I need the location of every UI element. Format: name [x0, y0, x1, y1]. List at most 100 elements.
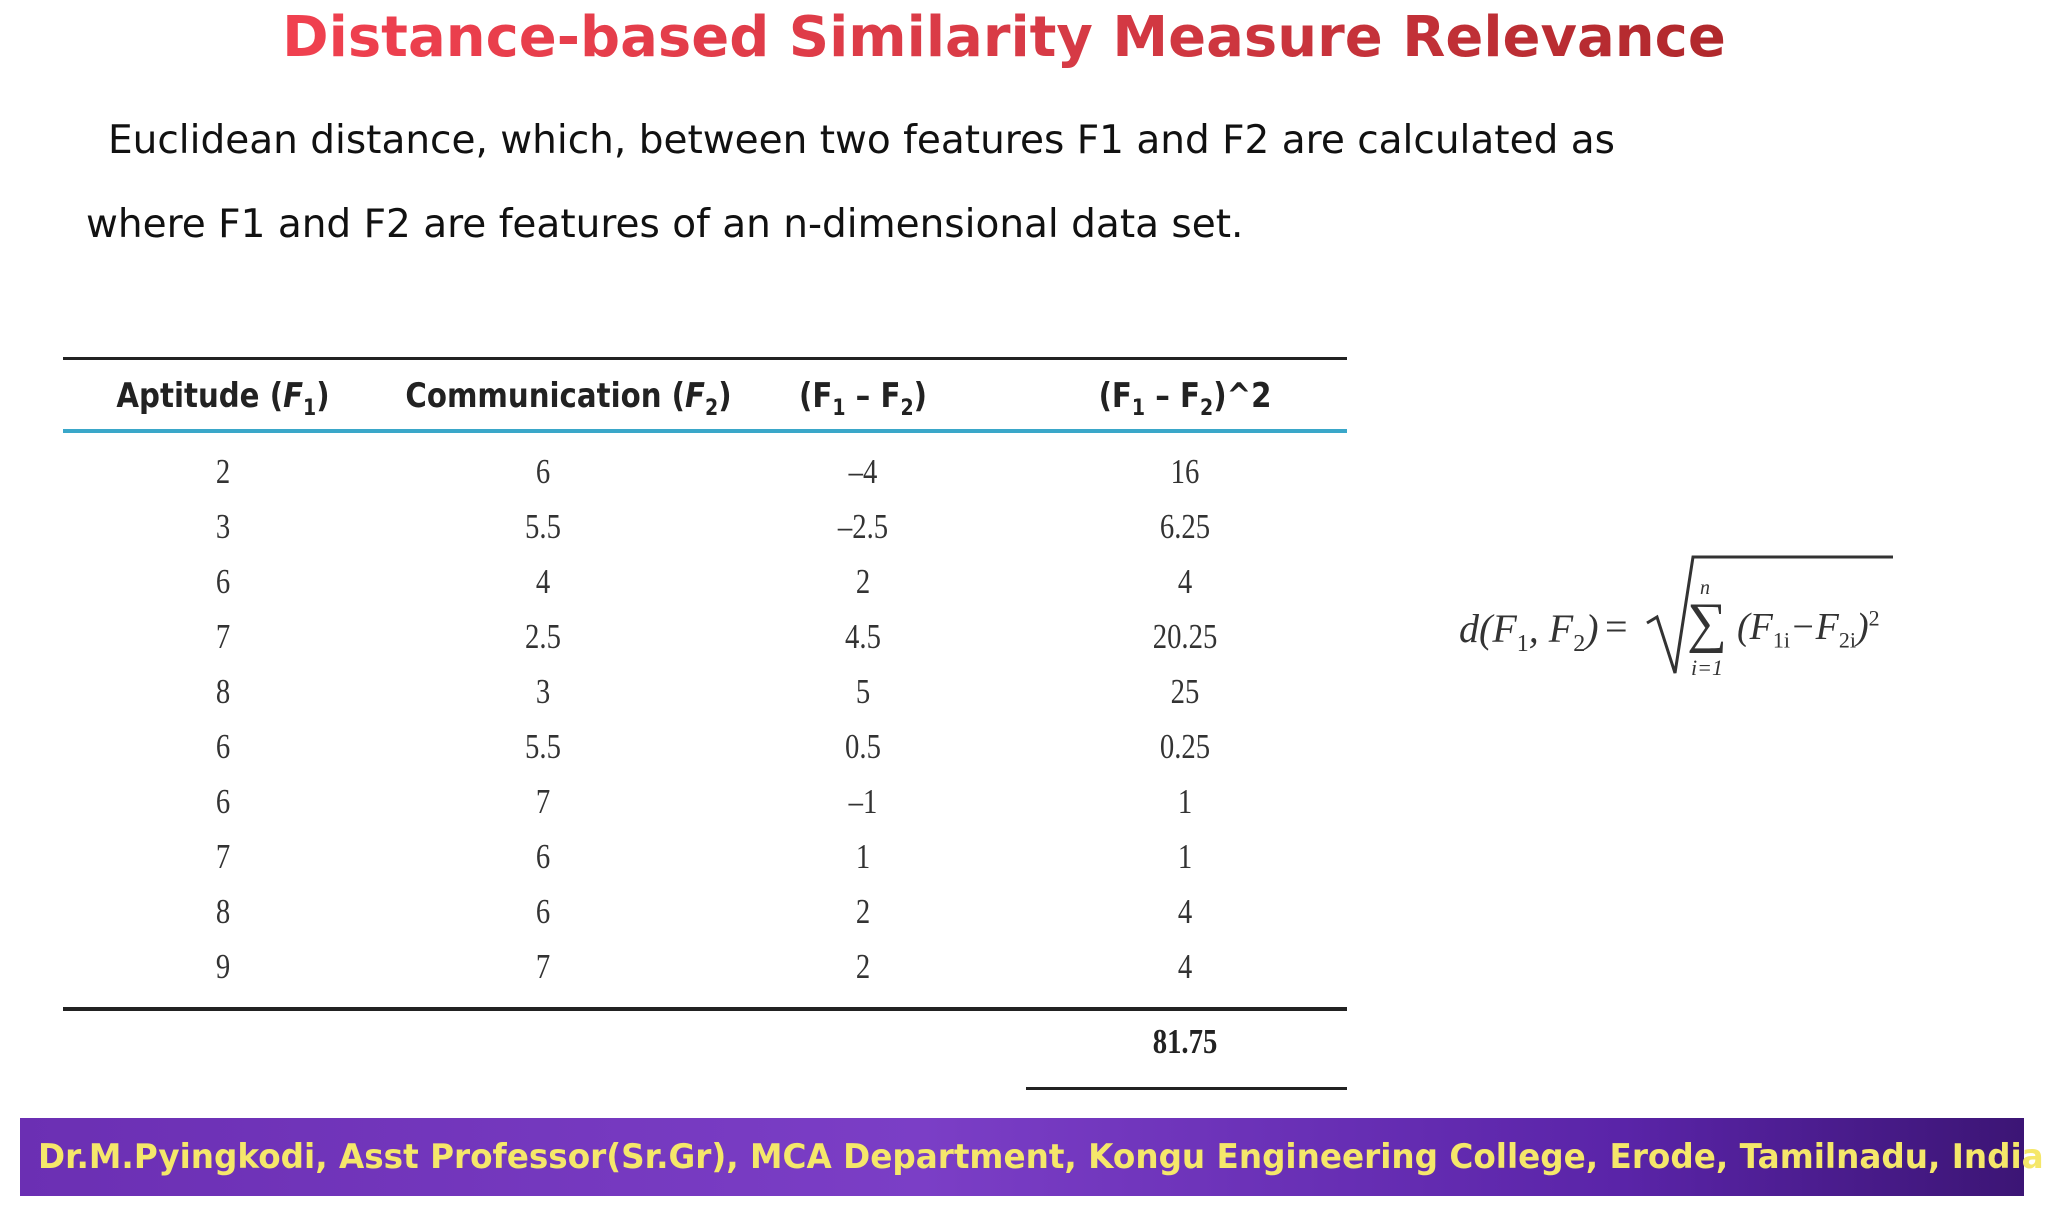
- euclidean-distance-formula: d(F1, F2) = n ∑ i=1 (F1i−F2i)2: [1455, 555, 1895, 685]
- header-difference: (F1 – F2): [725, 368, 1000, 424]
- formula-equals: =: [1605, 604, 1628, 649]
- header-aptitude: Aptitude (F1): [85, 368, 360, 424]
- footer-banner: Dr.M.Pyingkodi, Asst Professor(Sr.Gr), M…: [20, 1118, 2044, 1196]
- cell-communication: 6: [535, 891, 551, 931]
- slide-title: Distance-based Similarity Measure Releva…: [0, 0, 2008, 76]
- table-row: 6 5.5 0.5 0.25: [63, 719, 1347, 774]
- cell-aptitude: 8: [215, 891, 231, 931]
- table-row: 3 5.5 –2.5 6.25: [63, 499, 1347, 554]
- footer-credit: Dr.M.Pyingkodi, Asst Professor(Sr.Gr), M…: [38, 1137, 2044, 1177]
- header-communication-close: ): [718, 376, 732, 416]
- cell-aptitude: 7: [215, 616, 231, 656]
- header-communication-label: Communication (: [405, 376, 686, 416]
- sum-total: 81.75: [1152, 1022, 1218, 1061]
- cell-difference: 5: [855, 671, 871, 711]
- intro-line-1: Euclidean distance, which, between two f…: [108, 118, 1615, 163]
- header-diff-mid: – F: [845, 376, 901, 416]
- header-diff-sub1: 1: [832, 395, 846, 421]
- cell-aptitude: 7: [215, 836, 231, 876]
- cell-squared: 6.25: [1159, 506, 1211, 546]
- table-row: 7 6 1 1: [63, 829, 1347, 884]
- formula-lhs-open: d(F: [1459, 606, 1517, 651]
- term-sub1: 1i: [1772, 627, 1790, 653]
- cell-squared: 1: [1177, 836, 1193, 876]
- cell-communication: 7: [535, 781, 551, 821]
- header-aptitude-close: ): [316, 376, 330, 416]
- header-sq-open: (F: [1098, 376, 1132, 416]
- cell-difference: –1: [848, 781, 878, 821]
- table-row: 8 3 5 25: [63, 664, 1347, 719]
- cell-difference: –4: [848, 451, 878, 491]
- header-aptitude-label: Aptitude (: [116, 376, 284, 416]
- cell-aptitude: 6: [215, 781, 231, 821]
- cell-aptitude: 6: [215, 726, 231, 766]
- term-close: ): [1855, 606, 1869, 648]
- cell-aptitude: 3: [215, 506, 231, 546]
- cell-communication: 2.5: [525, 616, 561, 656]
- table-row: 8 6 2 4: [63, 884, 1347, 939]
- formula-lhs-sub2: 2: [1573, 631, 1586, 657]
- cell-difference: 1: [855, 836, 871, 876]
- square-root-sign: [1646, 555, 1893, 674]
- cell-aptitude: 8: [215, 671, 231, 711]
- cell-communication: 7: [535, 946, 551, 986]
- formula-lhs-close: ): [1585, 606, 1599, 651]
- total-underline: [1026, 1087, 1347, 1090]
- formula-lhs-sub1: 1: [1516, 631, 1529, 657]
- cell-squared: 25: [1170, 671, 1200, 711]
- term-power: 2: [1868, 605, 1880, 631]
- cell-difference: 2: [855, 946, 871, 986]
- header-diff-close: ): [913, 376, 928, 416]
- cell-squared: 1: [1177, 781, 1193, 821]
- header-aptitude-sub: 1: [303, 395, 317, 421]
- cell-squared: 4: [1177, 891, 1193, 931]
- term-mid: −F: [1790, 606, 1839, 648]
- term-open: (F: [1737, 606, 1773, 648]
- header-communication-var: F: [685, 376, 706, 416]
- cell-squared: 4: [1177, 946, 1193, 986]
- cell-difference: –2.5: [837, 506, 889, 546]
- header-communication: Communication (F2): [405, 368, 731, 424]
- cell-communication: 5.5: [525, 726, 561, 766]
- cell-difference: 2: [855, 891, 871, 931]
- cell-aptitude: 6: [215, 561, 231, 601]
- table-row: 9 7 2 4: [63, 939, 1347, 994]
- table-bottom-rule: [63, 1007, 1347, 1011]
- cell-difference: 0.5: [845, 726, 881, 766]
- cell-squared: 16: [1170, 451, 1200, 491]
- formula-lhs-mid: , F: [1528, 606, 1574, 651]
- cell-difference: 2: [855, 561, 871, 601]
- header-squared-difference: (F1 – F2)^2: [1046, 368, 1325, 424]
- cell-aptitude: 2: [215, 451, 231, 491]
- cell-communication: 4: [535, 561, 551, 601]
- cell-difference: 4.5: [845, 616, 881, 656]
- cell-communication: 3: [535, 671, 551, 711]
- table-row: 6 4 2 4: [63, 554, 1347, 609]
- sum-upper-limit: n: [1700, 577, 1710, 599]
- table-row: 6 7 –1 1: [63, 774, 1347, 829]
- cell-communication: 6: [535, 836, 551, 876]
- header-sq-close: )^2: [1213, 376, 1272, 416]
- cell-communication: 6: [535, 451, 551, 491]
- formula-term: (F1i−F2i)2: [1737, 605, 1880, 654]
- cell-aptitude: 9: [215, 946, 231, 986]
- cell-squared: 4: [1177, 561, 1193, 601]
- table-header-rule: [63, 429, 1347, 433]
- header-diff-open: (F: [798, 376, 833, 416]
- header-communication-sub: 2: [705, 395, 719, 421]
- header-sq-sub2: 2: [1200, 395, 1214, 421]
- table-row: 7 2.5 4.5 20.25: [63, 609, 1347, 664]
- table-top-rule: [63, 357, 1347, 360]
- cell-squared: 0.25: [1159, 726, 1211, 766]
- header-aptitude-var: F: [283, 376, 304, 416]
- intro-line-2: where F1 and F2 are features of an n-dim…: [86, 202, 1244, 247]
- term-sub2: 2i: [1838, 627, 1856, 653]
- cell-communication: 5.5: [525, 506, 561, 546]
- formula-lhs: d(F1, F2): [1459, 605, 1599, 658]
- slide-title-text: Distance-based Similarity Measure Releva…: [282, 5, 1726, 70]
- table-row: 2 6 –4 16: [63, 444, 1347, 499]
- header-sq-sub1: 1: [1131, 395, 1146, 421]
- header-diff-sub2: 2: [900, 395, 914, 421]
- header-sq-mid: – F: [1145, 376, 1201, 416]
